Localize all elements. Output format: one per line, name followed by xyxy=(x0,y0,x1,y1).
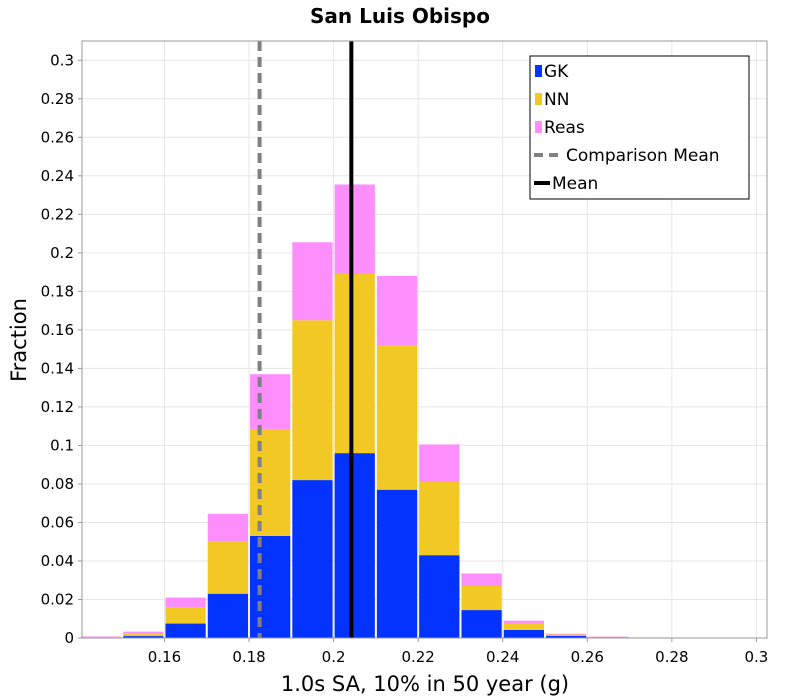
y-tick-label: 0 xyxy=(64,629,74,647)
x-tick-label: 0.26 xyxy=(571,648,604,666)
y-tick-label: 0.18 xyxy=(41,282,74,300)
legend-swatch-reas xyxy=(535,121,542,133)
bar-nn xyxy=(503,623,545,630)
bar-nn xyxy=(165,607,206,624)
x-tick-label: 0.28 xyxy=(655,648,688,666)
x-axis-ticks: 0.16 0.18 0.2 0.22 0.24 0.26 0.28 0.3 xyxy=(148,638,768,666)
x-tick-label: 0.22 xyxy=(401,648,434,666)
bar-gk xyxy=(503,629,545,638)
bars xyxy=(80,184,714,639)
legend-label-comparison-mean: Comparison Mean xyxy=(566,146,720,166)
legend-box xyxy=(529,55,750,200)
y-tick-label: 0.24 xyxy=(41,167,74,185)
bar-reas xyxy=(376,275,418,346)
bar-gk xyxy=(292,480,333,638)
y-tick-label: 0.28 xyxy=(41,90,74,108)
x-tick-label: 0.24 xyxy=(486,648,519,666)
bar-nn xyxy=(207,541,249,594)
y-tick-label: 0.3 xyxy=(50,51,74,69)
reference-lines xyxy=(257,41,354,638)
bar-nn xyxy=(376,345,418,490)
bar-gk xyxy=(165,623,206,638)
bar-nn xyxy=(123,633,164,637)
y-tick-label: 0.1 xyxy=(50,436,74,454)
y-tick-label: 0.12 xyxy=(41,398,74,416)
legend-swatch-nn xyxy=(535,93,542,105)
y-tick-label: 0.2 xyxy=(50,244,74,262)
chart-title: San Luis Obispo xyxy=(310,4,490,28)
x-tick-label: 0.18 xyxy=(232,648,265,666)
bar-nn xyxy=(419,482,460,556)
bar-reas xyxy=(292,242,333,321)
bar-nn xyxy=(292,320,333,481)
bar-gk xyxy=(250,535,291,638)
y-axis-label: Fraction xyxy=(7,298,31,382)
y-tick-label: 0.14 xyxy=(41,359,74,377)
legend-label-mean: Mean xyxy=(552,174,598,194)
legend: GK NN Reas Comparison Mean Mean xyxy=(529,55,750,200)
bar-nn xyxy=(250,429,291,536)
bar-reas xyxy=(207,513,249,542)
bar-reas xyxy=(419,444,460,483)
bar-reas xyxy=(80,636,122,637)
x-tick-label: 0.3 xyxy=(744,648,768,666)
bar-gk xyxy=(461,610,502,638)
y-axis-ticks: 0 0.02 0.04 0.06 0.08 0.1 0.12 0.14 0.16 0.18 0.2 0… xyxy=(41,51,82,647)
bar-reas xyxy=(461,573,502,587)
x-tick-label: 0.2 xyxy=(322,648,346,666)
legend-label-reas: Reas xyxy=(544,118,585,138)
y-tick-label: 0.04 xyxy=(41,552,74,570)
bar-reas xyxy=(250,374,291,430)
bar-reas xyxy=(546,633,587,635)
bar-nn xyxy=(546,634,587,636)
y-tick-label: 0.06 xyxy=(41,513,74,531)
legend-swatch-gk xyxy=(535,65,542,77)
legend-label-gk: GK xyxy=(544,62,569,82)
bar-nn xyxy=(461,586,502,611)
plot-area-frame xyxy=(81,40,768,639)
bar-gk xyxy=(376,489,418,638)
y-tick-label: 0.08 xyxy=(41,475,74,493)
legend-label-nn: NN xyxy=(544,90,569,110)
bar-gk xyxy=(546,635,587,638)
bar-reas xyxy=(588,636,629,638)
bar-gk xyxy=(419,555,460,638)
y-tick-label: 0.02 xyxy=(41,590,74,608)
y-tick-label: 0.22 xyxy=(41,205,74,223)
bar-nn xyxy=(334,274,375,454)
bar-reas xyxy=(334,184,375,275)
bar-gk xyxy=(123,636,164,638)
bar-reas xyxy=(123,631,164,634)
bar-reas xyxy=(165,597,206,608)
y-tick-label: 0.16 xyxy=(41,321,74,339)
x-axis-label: 1.0s SA, 10% in 50 year (g) xyxy=(281,672,569,696)
bar-reas xyxy=(503,620,545,624)
bar-gk xyxy=(207,593,249,638)
bar-nn xyxy=(80,636,122,638)
y-tick-label: 0.26 xyxy=(41,128,74,146)
bar-gk xyxy=(334,453,375,638)
x-tick-label: 0.16 xyxy=(148,648,181,666)
